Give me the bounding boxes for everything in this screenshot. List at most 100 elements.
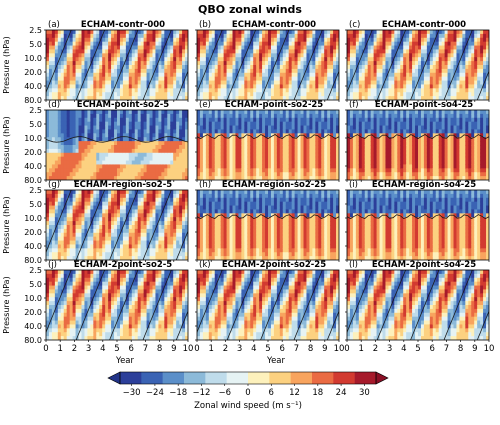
heatmap-cell xyxy=(108,125,112,131)
heatmap-cell xyxy=(468,84,472,89)
heatmap-cell xyxy=(429,88,434,93)
heatmap-cell xyxy=(349,176,354,180)
heatmap-cell xyxy=(96,61,100,66)
heatmap-cell xyxy=(238,30,242,35)
heatmap-cell xyxy=(125,96,130,100)
heatmap-cell xyxy=(318,37,322,43)
heatmap-cell xyxy=(197,168,201,173)
heatmap-cell xyxy=(164,76,168,82)
heatmap-cell xyxy=(179,96,183,100)
heatmap-cell xyxy=(232,176,237,180)
heatmap-cell xyxy=(412,141,416,146)
heatmap-cell xyxy=(441,96,446,100)
heatmap-cell xyxy=(102,168,106,173)
heatmap-cell xyxy=(364,61,369,66)
heatmap-cell xyxy=(347,168,351,173)
heatmap-cell xyxy=(226,61,231,66)
heatmap-cell xyxy=(385,172,390,177)
heatmap-cell xyxy=(78,133,83,138)
heatmap-cell xyxy=(265,168,269,173)
heatmap-cell xyxy=(336,172,339,177)
heatmap-cell xyxy=(78,53,83,58)
heatmap-cell xyxy=(379,57,384,62)
heatmap-cell xyxy=(81,68,86,74)
heatmap-cell xyxy=(306,141,311,146)
heatmap-cell xyxy=(355,53,360,58)
heatmap-cell xyxy=(376,41,381,47)
heatmap-cell xyxy=(420,65,425,70)
heatmap-cell xyxy=(391,96,395,100)
heatmap-cell xyxy=(391,61,395,66)
heatmap-cell xyxy=(226,110,231,115)
heatmap-cell xyxy=(447,76,452,82)
heatmap-cell xyxy=(114,53,118,58)
heatmap-cell xyxy=(134,148,139,154)
heatmap-cell xyxy=(394,168,398,173)
heatmap-cell xyxy=(72,49,77,54)
heatmap-cell xyxy=(102,57,106,62)
heatmap-cell xyxy=(51,57,56,62)
heatmap-cell xyxy=(373,61,378,66)
heatmap-cell xyxy=(134,160,139,166)
heatmap-cell xyxy=(364,160,369,166)
heatmap-cell xyxy=(312,68,316,74)
heatmap-cell xyxy=(205,33,210,39)
heatmap-cell xyxy=(173,160,177,166)
heatmap-cell xyxy=(161,76,165,82)
heatmap-cell xyxy=(391,76,395,82)
heatmap-cell xyxy=(352,145,357,150)
heatmap-cell xyxy=(303,96,308,100)
heatmap-cell xyxy=(355,172,360,177)
heatmap-cell xyxy=(259,152,263,158)
heatmap-cell xyxy=(400,133,404,138)
heatmap-cell xyxy=(87,164,91,169)
heatmap-cell xyxy=(256,65,260,70)
heatmap-cell xyxy=(429,164,434,169)
heatmap-cell xyxy=(406,80,410,86)
heatmap-cell xyxy=(321,30,325,35)
heatmap-cell xyxy=(385,53,390,58)
heatmap-cell xyxy=(60,68,65,74)
heatmap-cell xyxy=(128,145,133,150)
heatmap-cell xyxy=(294,41,299,47)
heatmap-cell xyxy=(358,117,363,123)
heatmap-cell xyxy=(214,168,219,173)
heatmap-cell xyxy=(250,121,254,127)
heatmap-cell xyxy=(288,141,293,146)
heatmap-cell xyxy=(306,113,311,119)
heatmap-cell xyxy=(244,65,248,70)
heatmap-cell xyxy=(114,37,118,43)
heatmap-cell xyxy=(285,57,290,62)
heatmap-cell xyxy=(409,96,413,100)
heatmap-cell xyxy=(315,33,319,39)
heatmap-cell xyxy=(403,125,407,131)
heatmap-cell xyxy=(84,164,89,169)
heatmap-cell xyxy=(202,92,207,97)
heatmap-cell xyxy=(268,168,272,173)
heatmap-cell xyxy=(361,88,366,93)
panel-letter: (a) xyxy=(48,20,60,30)
heatmap-cell xyxy=(164,113,168,119)
heatmap-cell xyxy=(352,57,357,62)
heatmap-cell xyxy=(81,164,86,169)
heatmap-cell xyxy=(397,88,401,93)
heatmap-cell xyxy=(347,152,351,158)
heatmap-cell xyxy=(426,76,431,82)
heatmap-cell xyxy=(391,129,395,134)
heatmap-cell xyxy=(355,68,360,74)
heatmap-cell xyxy=(161,57,165,62)
heatmap-cell xyxy=(69,160,74,166)
heatmap-cell xyxy=(462,96,466,100)
heatmap-cell xyxy=(128,96,133,100)
heatmap-cell xyxy=(324,45,328,51)
heatmap-cell xyxy=(131,133,136,138)
heatmap-cell xyxy=(385,168,390,173)
heatmap-cell xyxy=(122,172,127,177)
heatmap-cell xyxy=(173,129,177,134)
heatmap-cell xyxy=(235,141,240,146)
heatmap-cell xyxy=(48,72,53,78)
heatmap-cell xyxy=(214,61,219,66)
heatmap-cell xyxy=(303,129,308,134)
heatmap-cell xyxy=(394,80,398,86)
heatmap-cell xyxy=(256,37,260,43)
